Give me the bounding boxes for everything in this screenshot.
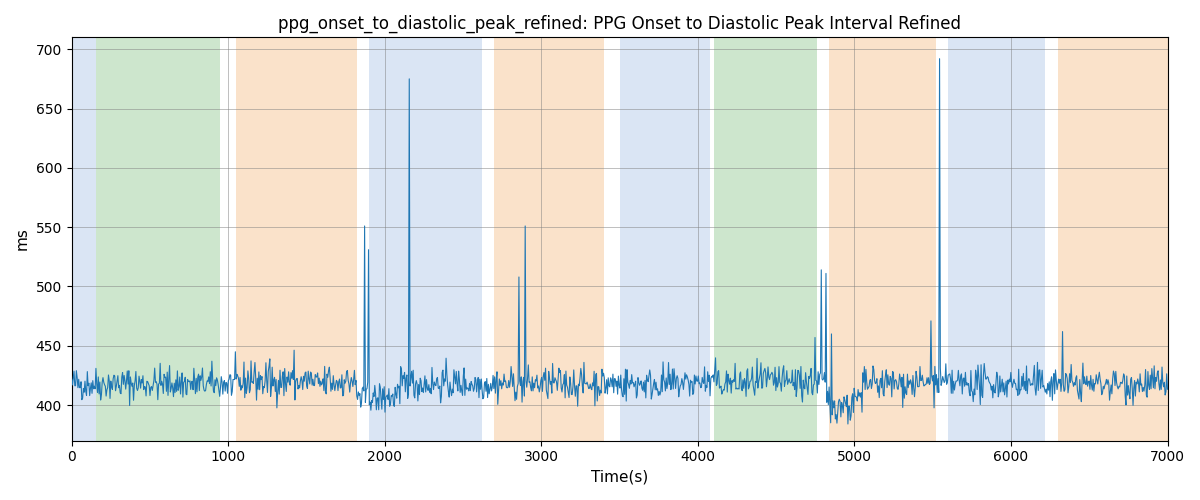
Bar [96, 38, 221, 440]
Title: ppg_onset_to_diastolic_peak_refined: PPG Onset to Diastolic Peak Interval Refine: ppg_onset_to_diastolic_peak_refined: PPG… [278, 15, 961, 34]
Bar [948, 38, 1045, 440]
Bar [1058, 38, 1168, 440]
Bar [370, 38, 482, 440]
Bar [714, 38, 817, 440]
X-axis label: Time(s): Time(s) [590, 470, 648, 485]
Bar [494, 38, 604, 440]
Y-axis label: ms: ms [16, 228, 30, 250]
Bar [236, 38, 356, 440]
Bar [619, 38, 710, 440]
Bar [72, 38, 96, 440]
Bar [829, 38, 936, 440]
